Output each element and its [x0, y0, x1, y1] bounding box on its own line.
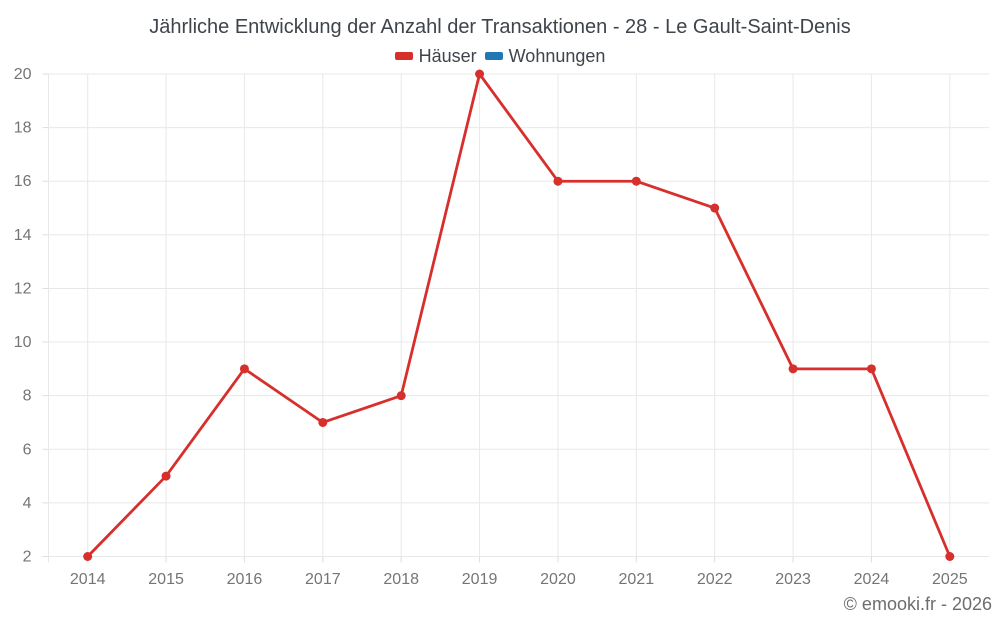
- chart-legend: Häuser Wohnungen: [0, 44, 1000, 68]
- series-line-0: [86, 72, 952, 558]
- data-point-2019[interactable]: [475, 69, 485, 79]
- x-axis-label: 2017: [305, 571, 341, 588]
- chart-title: Jährliche Entwicklung der Anzahl der Tra…: [149, 16, 851, 38]
- y-axis-label: 16: [14, 173, 32, 190]
- data-point-2022[interactable]: [710, 203, 720, 213]
- y-axis-label: 10: [14, 334, 32, 351]
- x-axis-label: 2021: [619, 571, 655, 588]
- x-axis-label: 2014: [70, 571, 106, 588]
- y-axis-label: 8: [23, 388, 32, 405]
- data-point-2018[interactable]: [396, 391, 406, 401]
- data-point-2024[interactable]: [866, 364, 876, 374]
- y-axis-label: 4: [23, 495, 32, 512]
- data-point-2014[interactable]: [83, 552, 93, 561]
- data-point-2016[interactable]: [239, 364, 249, 374]
- x-axis-label: 2016: [227, 571, 263, 588]
- legend-label: Häuser: [418, 45, 477, 66]
- x-axis-label: 2024: [854, 571, 890, 588]
- legend-item-1[interactable]: Wohnungen: [484, 45, 606, 67]
- data-point-2021[interactable]: [631, 176, 641, 186]
- y-axis-label: 20: [14, 66, 32, 83]
- data-point-2025[interactable]: [945, 552, 955, 561]
- x-axis-label: 2020: [540, 571, 576, 588]
- legend-item-0[interactable]: Häuser: [394, 45, 477, 67]
- legend-swatch-icon: [484, 52, 503, 60]
- data-point-2023[interactable]: [788, 364, 798, 374]
- x-axis-label: 2015: [148, 571, 184, 588]
- y-axis-label: 12: [14, 280, 32, 297]
- y-axis-label: 18: [14, 120, 32, 137]
- legend-label: Wohnungen: [508, 45, 606, 66]
- x-axis-label: 2022: [697, 571, 733, 588]
- x-axis-label: 2025: [932, 571, 968, 588]
- y-axis-label: 2: [23, 549, 32, 566]
- copyright-footer: © emooki.fr - 2026: [843, 594, 992, 614]
- legend-swatch-icon: [394, 52, 413, 60]
- data-point-2020[interactable]: [553, 176, 563, 186]
- y-axis-label: 6: [23, 441, 32, 458]
- data-point-2015[interactable]: [161, 471, 171, 481]
- x-axis-label: 2019: [462, 571, 498, 588]
- x-axis-label: 2023: [775, 571, 811, 588]
- x-axis-label: 2018: [383, 571, 419, 588]
- y-axis-label: 14: [14, 227, 32, 244]
- data-point-2017[interactable]: [318, 417, 328, 427]
